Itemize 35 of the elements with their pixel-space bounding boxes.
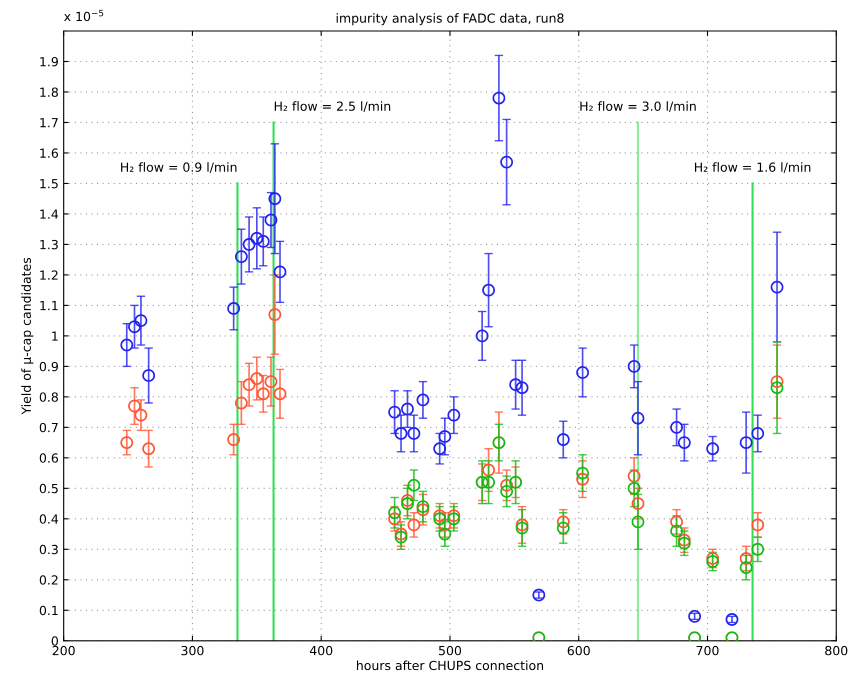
- y-tick-label: 1.2: [40, 270, 58, 280]
- y-tick-label: 0.7: [40, 422, 58, 432]
- x-tick-label: 800: [825, 646, 848, 656]
- y-tick-label: 1.3: [40, 240, 58, 250]
- y-tick-label: 0.9: [40, 362, 58, 372]
- y-tick-label: 1.1: [40, 301, 58, 310]
- y-tick-label: 1.4: [40, 210, 58, 219]
- x-tick-label: 600: [568, 646, 590, 656]
- x-axis-title: hours after CHUPS connection: [356, 660, 544, 670]
- x-tick-label: 500: [439, 646, 462, 656]
- text: x 10$^{−5}$: [64, 10, 104, 22]
- y-tick-label: 0.2: [40, 575, 58, 585]
- y-tick-label: 1: [52, 332, 58, 341]
- x-tick-label: 200: [52, 646, 75, 656]
- annotation: H₂ flow = 2.5 l/min: [274, 101, 390, 112]
- y-tick-label: 0.8: [40, 392, 58, 402]
- y-tick-label: 0.5: [40, 484, 58, 494]
- y-tick-label: 0.1: [40, 606, 58, 616]
- annotation: H₂ flow = 1.6 l/min: [694, 162, 810, 173]
- chart-title: impurity analysis of FADC data, run8: [336, 13, 564, 26]
- x-tick-label: 700: [696, 646, 719, 656]
- y-tick-label: 0.3: [40, 544, 58, 554]
- annotation: H₂ flow = 0.9 l/min: [121, 162, 236, 173]
- y-tick-label: 1.5: [40, 179, 58, 188]
- x-tick-label: 300: [181, 646, 204, 656]
- y-tick-label: 0.6: [40, 453, 58, 463]
- y-tick-label: 1.7: [40, 118, 58, 128]
- y-tick-label: 1.9: [40, 56, 58, 66]
- y-tick-label: 1.8: [40, 87, 58, 97]
- y-tick-label: 0.4: [40, 514, 58, 524]
- x-tick-label: 400: [310, 646, 332, 656]
- annotation: H₂ flow = 3.0 l/min: [580, 101, 696, 112]
- y-tick-label: 1.6: [40, 148, 58, 158]
- y-axis-title: Yield of μ-cap candidates: [21, 258, 34, 415]
- y-tick-label: 0: [52, 636, 58, 646]
